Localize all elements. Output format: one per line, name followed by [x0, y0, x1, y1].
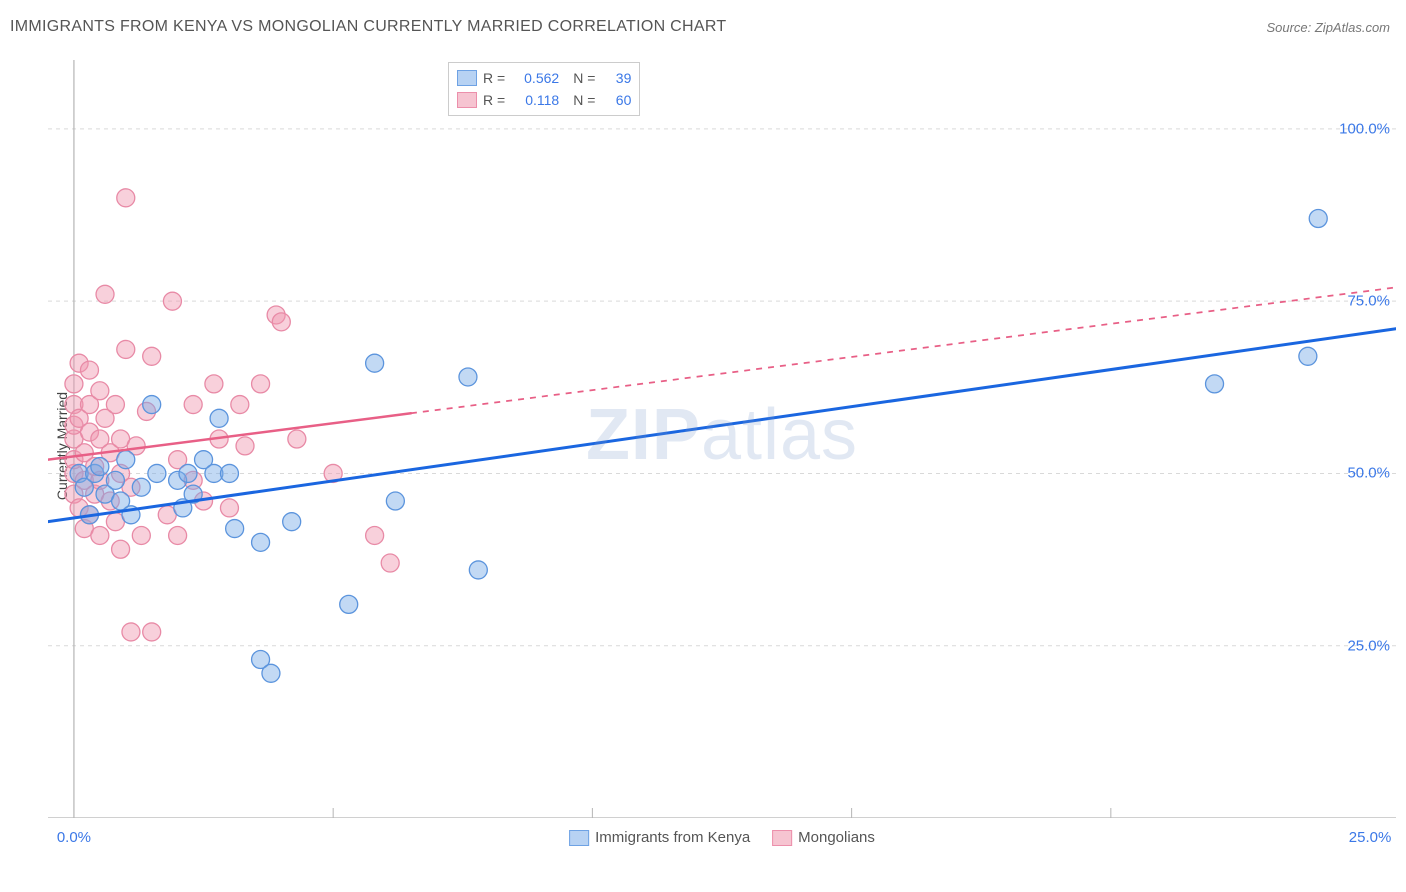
chart-source: Source: ZipAtlas.com	[1266, 20, 1390, 35]
y-tick-label: 100.0%	[1339, 120, 1390, 137]
legend-n-value: 39	[601, 70, 631, 86]
chart-title: IMMIGRANTS FROM KENYA VS MONGOLIAN CURRE…	[10, 18, 726, 35]
legend-n-value: 60	[601, 92, 631, 108]
legend-n-label: N =	[573, 70, 595, 86]
correlation-legend: R = 0.562 N = 39 R = 0.118 N = 60	[448, 62, 640, 116]
legend-swatch	[457, 92, 477, 108]
legend-swatch	[457, 70, 477, 86]
y-tick-label: 25.0%	[1347, 637, 1390, 654]
legend-r-label: R =	[483, 70, 505, 86]
y-tick-label: 75.0%	[1347, 293, 1390, 310]
plot-area: ZIPatlas R =0.562N =39R =0.118N =60 Immi…	[48, 60, 1396, 818]
x-tick-label: 0.0%	[57, 829, 91, 846]
scatter-chart	[48, 60, 1396, 818]
legend-row: R = 0.118 N = 60	[457, 89, 631, 111]
legend-swatch	[772, 830, 792, 846]
y-tick-label: 50.0%	[1347, 465, 1390, 482]
legend-r-value: 0.118	[511, 92, 559, 108]
legend-item: Mongolians	[772, 829, 875, 846]
legend-swatch	[569, 830, 589, 846]
x-tick-label: 25.0%	[1349, 829, 1392, 846]
legend-row: R = 0.562 N = 39	[457, 67, 631, 89]
legend-item-label: Immigrants from Kenya	[595, 829, 750, 846]
legend-r-label: R =	[483, 92, 505, 108]
chart-header: IMMIGRANTS FROM KENYA VS MONGOLIAN CURRE…	[10, 18, 1396, 48]
series-legend: Immigrants from Kenya Mongolians	[569, 829, 875, 846]
legend-n-label: N =	[573, 92, 595, 108]
legend-r-value: 0.562	[511, 70, 559, 86]
legend-item-label: Mongolians	[798, 829, 875, 846]
legend-item: Immigrants from Kenya	[569, 829, 750, 846]
